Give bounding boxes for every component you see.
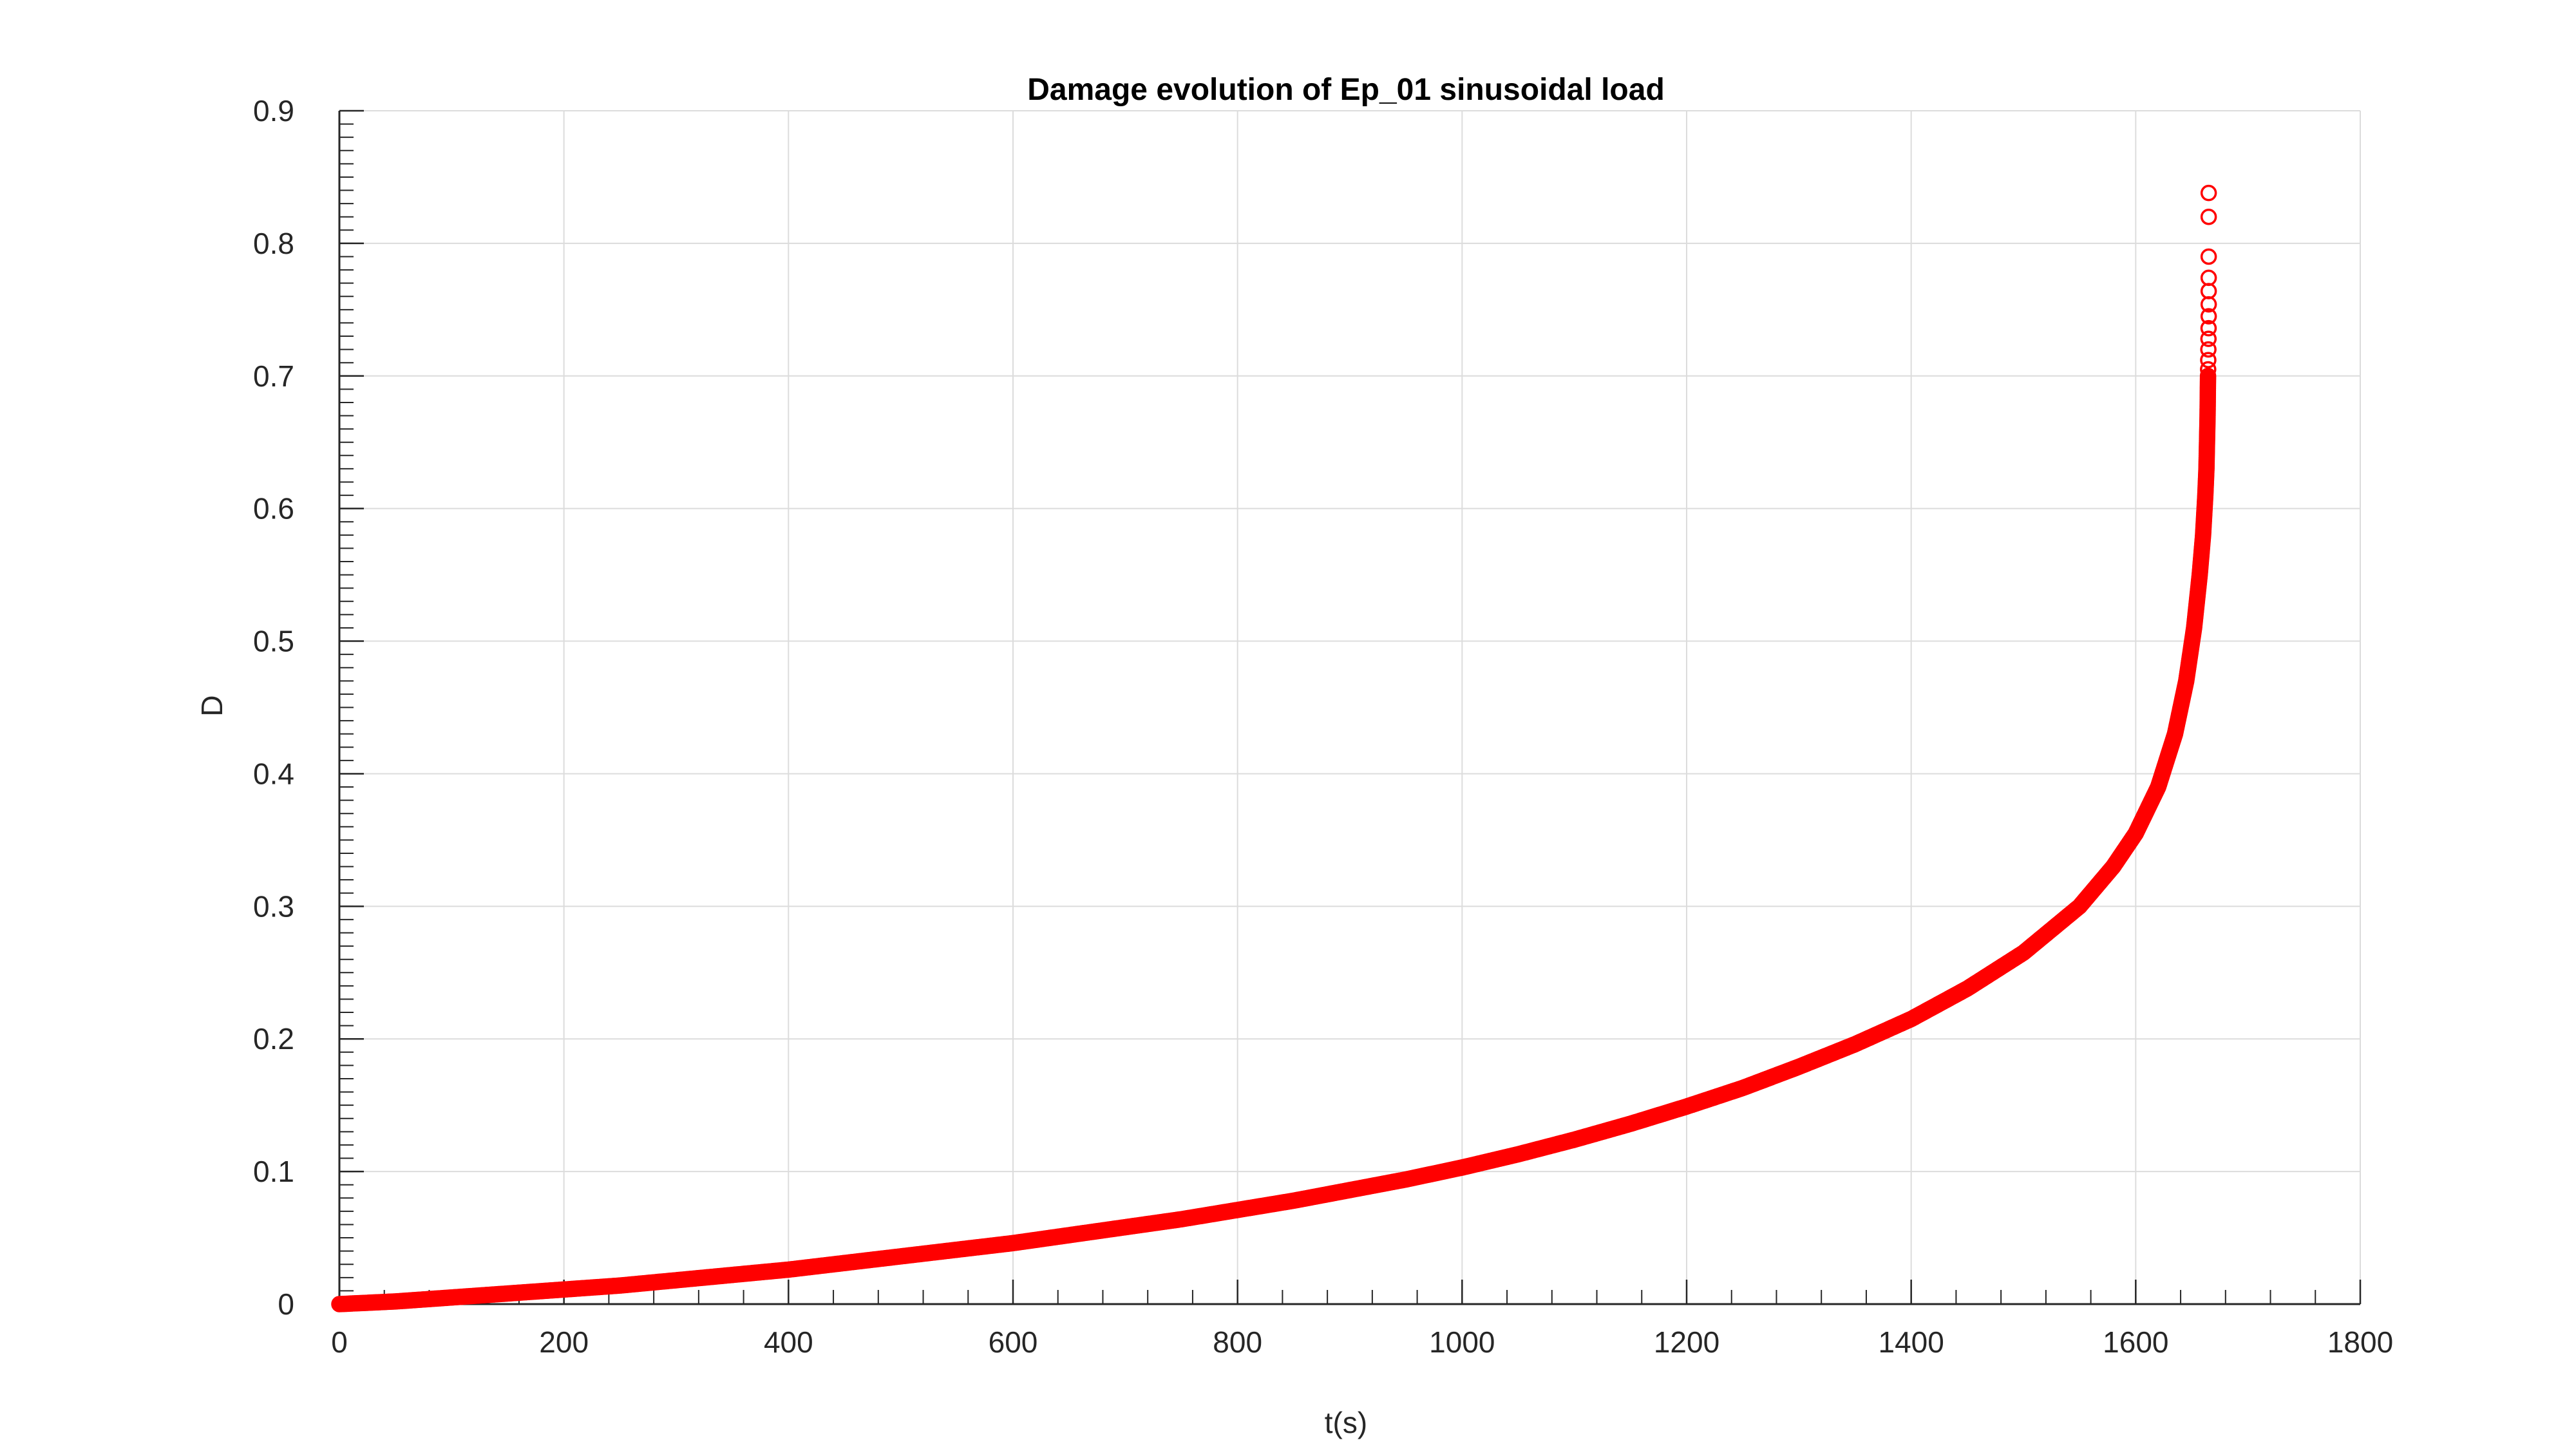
- y-tick-label: 0.6: [253, 492, 294, 526]
- data-point: [2199, 368, 2217, 384]
- data-point: [2200, 308, 2217, 325]
- data-point: [2200, 341, 2217, 358]
- y-tick-label: 0.2: [253, 1022, 294, 1056]
- x-tick-label: 1200: [1654, 1325, 1719, 1359]
- y-tick-label: 0.9: [253, 94, 294, 128]
- data-point: [2200, 208, 2217, 225]
- chart-title: Damage evolution of Ep_01 sinusoidal loa…: [1027, 73, 1665, 107]
- y-tick-label: 0.8: [253, 227, 294, 260]
- y-axis-label: D: [195, 695, 229, 716]
- y-tick-label: 0.3: [253, 889, 294, 923]
- x-tick-label: 1800: [2327, 1325, 2393, 1359]
- y-tick-label: 0.1: [253, 1155, 294, 1188]
- y-tick-label: 0: [278, 1287, 294, 1321]
- x-axis-label: t(s): [1325, 1406, 1367, 1439]
- y-tick-label: 0.4: [253, 757, 294, 790]
- grid: [339, 110, 2361, 1304]
- x-tick-label: 800: [1213, 1325, 1262, 1359]
- data-point: [2200, 248, 2217, 265]
- data-point: [2200, 319, 2217, 337]
- x-tick-label: 1600: [2103, 1325, 2168, 1359]
- x-tick-label: 400: [764, 1325, 813, 1359]
- data-point: [2200, 269, 2217, 287]
- y-tick-label: 0.5: [253, 625, 294, 658]
- ticks: 0 200 400 600 800 1000 1200 1400 1600 1800 0 0.1 0.2…: [253, 94, 2393, 1359]
- data-series: [331, 184, 2217, 1312]
- x-tick-label: 200: [539, 1325, 589, 1359]
- data-point: [2200, 352, 2217, 368]
- y-tick-label: 0.7: [253, 359, 294, 393]
- data-point: [2200, 330, 2217, 347]
- x-tick-label: 0: [331, 1325, 348, 1359]
- data-point: [2200, 361, 2217, 378]
- x-tick-label: 1000: [1429, 1325, 1495, 1359]
- x-tick-label: 1400: [1878, 1325, 1944, 1359]
- x-tick-label: 600: [989, 1325, 1038, 1359]
- data-point: [2200, 184, 2217, 202]
